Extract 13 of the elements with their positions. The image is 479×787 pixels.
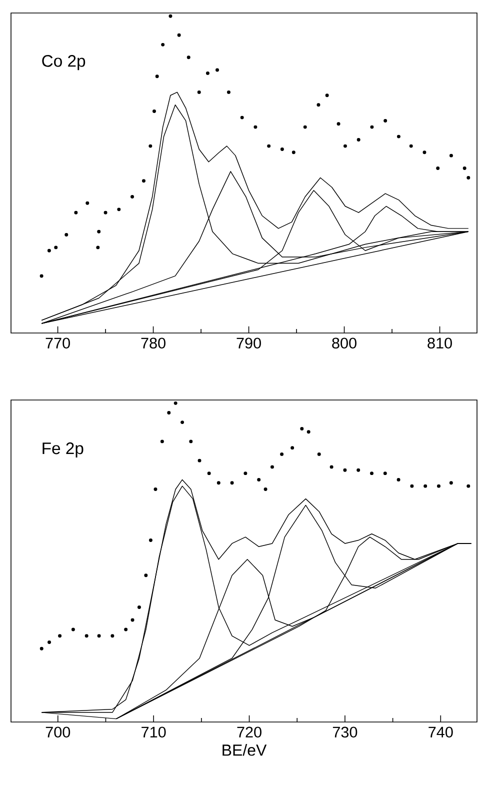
- x-tick-label: 790: [236, 338, 261, 349]
- x-axis-title: BE/eV: [222, 744, 267, 756]
- x-tick-label: 710: [142, 726, 166, 738]
- x-tick-label: 810: [428, 338, 452, 349]
- x-tick-label: 740: [428, 726, 453, 738]
- text: Fe 2p: [42, 442, 84, 458]
- x-tick-label: 730: [332, 726, 358, 738]
- x-tick-label: 800: [332, 338, 356, 349]
- x-tick-label: 720: [237, 726, 262, 738]
- x-tick-label: 700: [46, 726, 70, 738]
- x-tick-label: 770: [46, 338, 70, 349]
- x-tick-label: 780: [141, 338, 166, 349]
- text: Co 2p: [42, 55, 86, 70]
